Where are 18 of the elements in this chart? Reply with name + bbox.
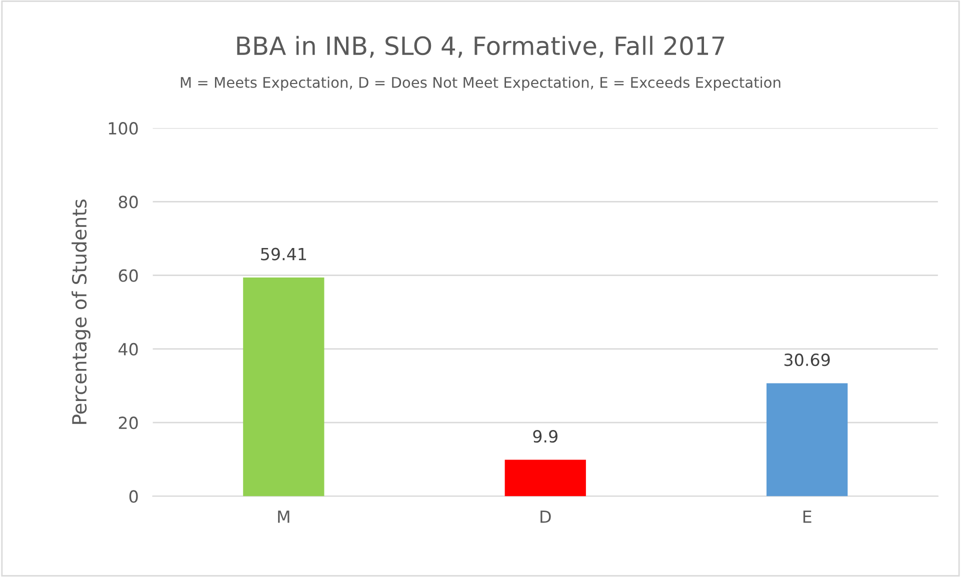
- y-tick-label: 40: [118, 342, 138, 356]
- bar: [243, 278, 324, 496]
- y-tick-label: 100: [108, 122, 138, 135]
- data-label: 30.69: [784, 354, 830, 366]
- y-tick-label: 0: [129, 490, 138, 503]
- x-tick-label: E: [803, 510, 812, 523]
- bar: [504, 460, 586, 496]
- data-label: 9.9: [533, 430, 558, 443]
- chart-subtitle: M = Meets Expectation, D = Does Not Meet Expectation, E = Exceeds Expectation: [180, 76, 780, 91]
- y-tick-label: 80: [118, 196, 138, 208]
- y-axis-title: Percentage of Students: [72, 200, 90, 424]
- y-tick-label: 20: [118, 416, 138, 430]
- x-tick-label: D: [540, 510, 551, 523]
- x-tick-label: M: [278, 510, 290, 523]
- bar: [766, 383, 848, 496]
- data-label: 59.41: [261, 248, 306, 260]
- chart-title: BBA in INB, SLO 4, Formative, Fall 2017: [237, 36, 724, 58]
- y-tick-label: 60: [118, 269, 138, 282]
